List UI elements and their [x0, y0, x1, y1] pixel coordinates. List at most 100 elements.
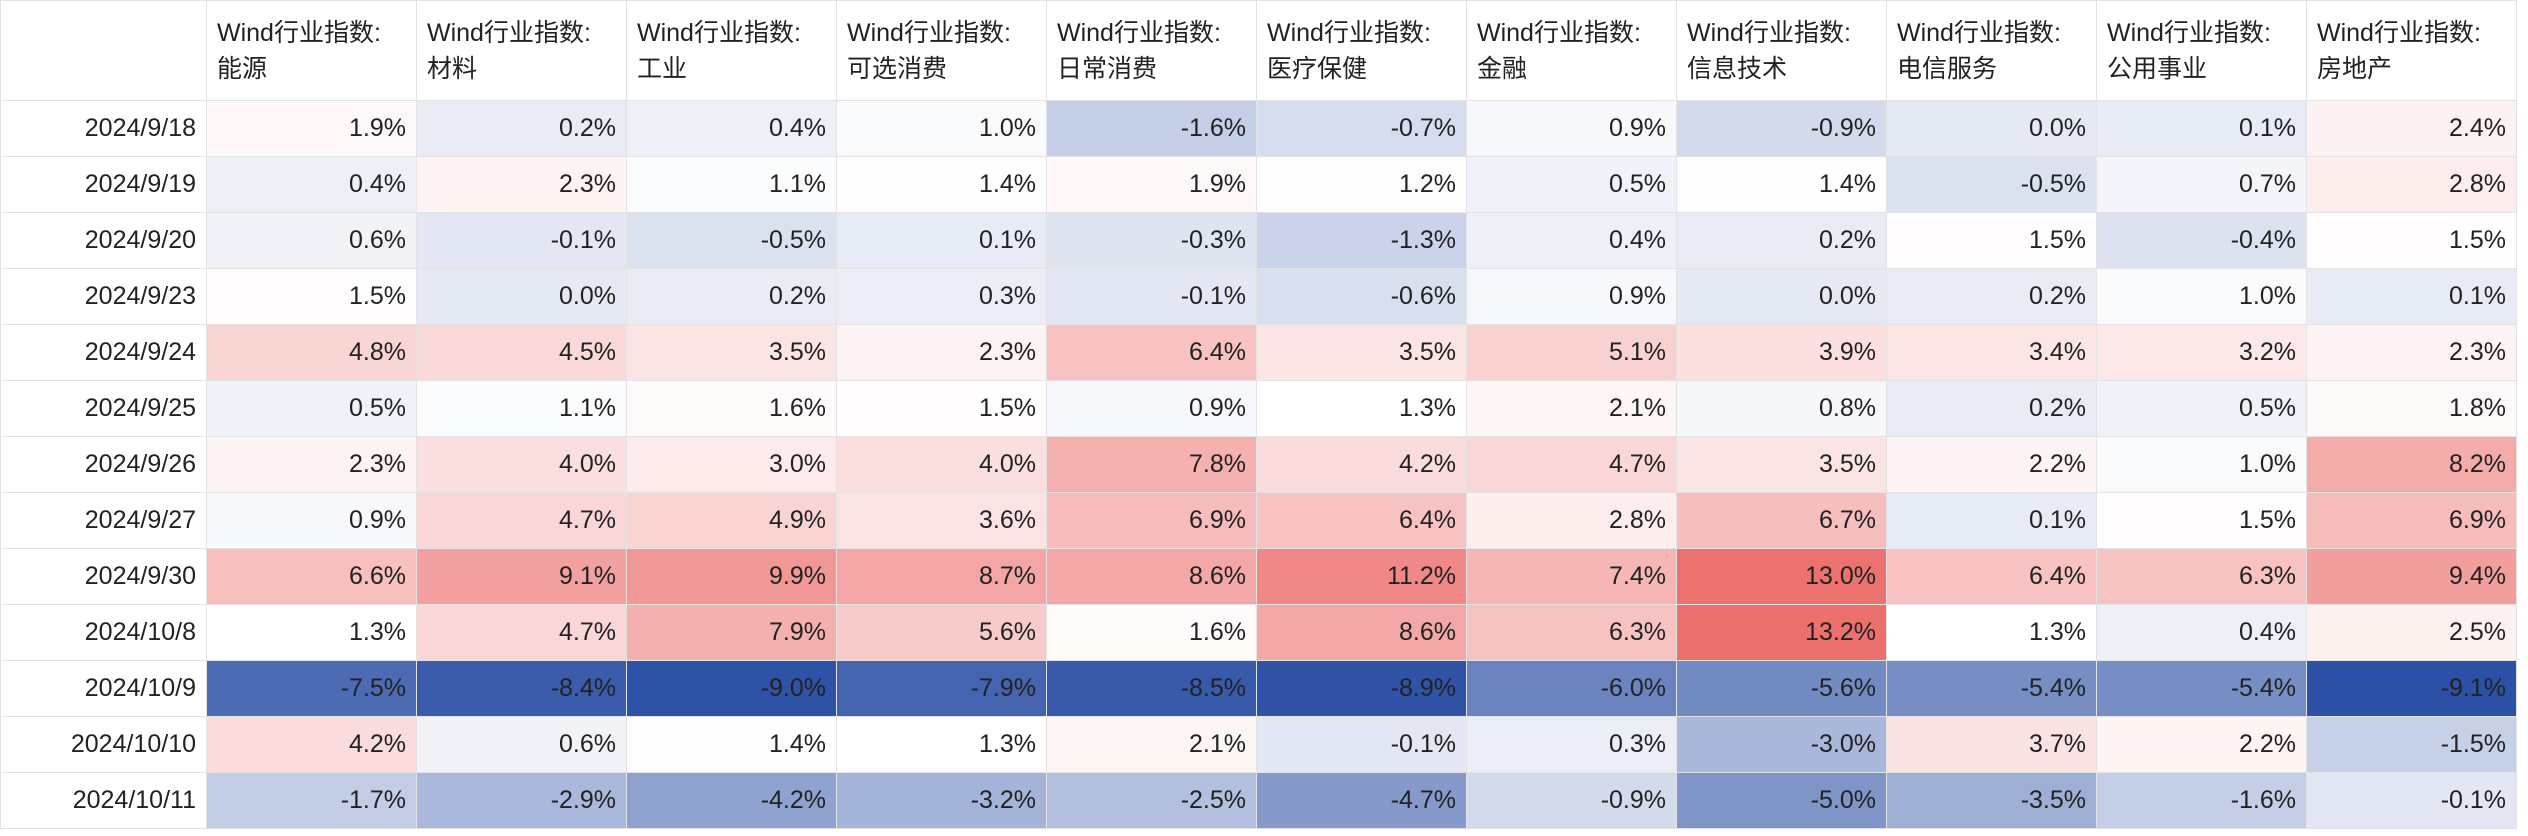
data-row: 2024/10/9 -7.5% -8.4% -9.0% -7.9% -8.5% -8.9% -… — [0, 660, 2517, 717]
value-cell: 0.6% — [206, 212, 417, 269]
value-cell: 7.9% — [626, 604, 837, 661]
value-cell: 4.8% — [206, 324, 417, 381]
value-cell: 0.3% — [1466, 716, 1677, 773]
value-cell: -0.4% — [2096, 212, 2307, 269]
value-cell: -9.1% — [2306, 660, 2517, 717]
value-cell: -1.3% — [1256, 212, 1467, 269]
value-cell: 0.9% — [206, 492, 417, 549]
value-cell: -2.9% — [416, 772, 627, 829]
value-cell: 4.9% — [626, 492, 837, 549]
value-cell: -0.6% — [1256, 268, 1467, 325]
value-cell: 0.9% — [1046, 380, 1257, 437]
value-cell: 1.5% — [2096, 492, 2307, 549]
value-cell: -0.7% — [1256, 100, 1467, 157]
value-cell: 3.6% — [836, 492, 1047, 549]
data-row: 2024/9/25 0.5% 1.1% 1.6% 1.5% 0.9% 1.3% 2.1% 0.8… — [0, 380, 2517, 437]
value-cell: 2.1% — [1466, 380, 1677, 437]
data-row: 2024/9/30 6.6% 9.1% 9.9% 8.7% 8.6% 11.2% 7.4% 13… — [0, 548, 2517, 605]
row-date: 2024/9/18 — [0, 100, 207, 157]
value-cell: 2.1% — [1046, 716, 1257, 773]
value-cell: 9.9% — [626, 548, 837, 605]
value-cell: -7.5% — [206, 660, 417, 717]
value-cell: 0.5% — [206, 380, 417, 437]
value-cell: 2.5% — [2306, 604, 2517, 661]
value-cell: 4.7% — [1466, 436, 1677, 493]
value-cell: -3.0% — [1676, 716, 1887, 773]
value-cell: -0.9% — [1676, 100, 1887, 157]
value-cell: 2.3% — [2306, 324, 2517, 381]
value-cell: 0.8% — [1676, 380, 1887, 437]
value-cell: 0.2% — [626, 268, 837, 325]
column-header: Wind行业指数: 可选消费 — [836, 0, 1047, 101]
value-cell: 11.2% — [1256, 548, 1467, 605]
value-cell: 5.1% — [1466, 324, 1677, 381]
value-cell: 2.4% — [2306, 100, 2517, 157]
value-cell: -5.4% — [2096, 660, 2307, 717]
value-cell: 0.4% — [2096, 604, 2307, 661]
row-date: 2024/10/11 — [0, 772, 207, 829]
value-cell: 4.0% — [416, 436, 627, 493]
value-cell: -0.5% — [626, 212, 837, 269]
value-cell: 4.7% — [416, 492, 627, 549]
value-cell: -0.9% — [1466, 772, 1677, 829]
value-cell: -9.0% — [626, 660, 837, 717]
value-cell: 6.6% — [206, 548, 417, 605]
column-header: Wind行业指数: 公用事业 — [2096, 0, 2307, 101]
value-cell: 8.2% — [2306, 436, 2517, 493]
column-header: Wind行业指数: 日常消费 — [1046, 0, 1257, 101]
value-cell: -5.6% — [1676, 660, 1887, 717]
value-cell: 1.3% — [206, 604, 417, 661]
value-cell: 6.3% — [1466, 604, 1677, 661]
value-cell: 0.9% — [1466, 268, 1677, 325]
value-cell: 0.6% — [416, 716, 627, 773]
value-cell: 4.7% — [416, 604, 627, 661]
value-cell: 4.5% — [416, 324, 627, 381]
value-cell: -0.5% — [1886, 156, 2097, 213]
value-cell: 0.1% — [836, 212, 1047, 269]
value-cell: 6.9% — [1046, 492, 1257, 549]
value-cell: 4.2% — [206, 716, 417, 773]
value-cell: 3.5% — [1676, 436, 1887, 493]
value-cell: -0.1% — [2306, 772, 2517, 829]
value-cell: -7.9% — [836, 660, 1047, 717]
value-cell: 9.4% — [2306, 548, 2517, 605]
value-cell: 1.4% — [626, 716, 837, 773]
value-cell: 0.0% — [416, 268, 627, 325]
data-row: 2024/9/19 0.4% 2.3% 1.1% 1.4% 1.9% 1.2% 0.5% 1.4… — [0, 156, 2517, 213]
data-row: 2024/9/27 0.9% 4.7% 4.9% 3.6% 6.9% 6.4% 2.8% 6.7… — [0, 492, 2517, 549]
value-cell: -1.7% — [206, 772, 417, 829]
row-date: 2024/9/19 — [0, 156, 207, 213]
value-cell: 1.2% — [1256, 156, 1467, 213]
value-cell: 6.4% — [1046, 324, 1257, 381]
column-header: Wind行业指数: 医疗保健 — [1256, 0, 1467, 101]
value-cell: -4.7% — [1256, 772, 1467, 829]
value-cell: 0.2% — [1886, 380, 2097, 437]
value-cell: 9.1% — [416, 548, 627, 605]
value-cell: 1.3% — [1886, 604, 2097, 661]
value-cell: 2.8% — [1466, 492, 1677, 549]
value-cell: -8.5% — [1046, 660, 1257, 717]
value-cell: 1.9% — [1046, 156, 1257, 213]
value-cell: 5.6% — [836, 604, 1047, 661]
value-cell: -0.1% — [416, 212, 627, 269]
header-row: Wind行业指数: 能源 Wind行业指数: 材料 Wind行业指数: 工业 Wind… — [0, 0, 2517, 101]
value-cell: -8.9% — [1256, 660, 1467, 717]
row-date: 2024/9/25 — [0, 380, 207, 437]
data-row: 2024/10/10 4.2% 0.6% 1.4% 1.3% 2.1% -0.1% 0.3% -… — [0, 716, 2517, 773]
column-header: Wind行业指数: 金融 — [1466, 0, 1677, 101]
value-cell: 7.4% — [1466, 548, 1677, 605]
row-date: 2024/9/26 — [0, 436, 207, 493]
column-header: Wind行业指数: 材料 — [416, 0, 627, 101]
value-cell: -1.6% — [2096, 772, 2307, 829]
value-cell: 1.6% — [626, 380, 837, 437]
value-cell: 3.2% — [2096, 324, 2307, 381]
value-cell: 0.1% — [2096, 100, 2307, 157]
value-cell: 0.5% — [2096, 380, 2307, 437]
value-cell: 0.5% — [1466, 156, 1677, 213]
value-cell: 0.2% — [1676, 212, 1887, 269]
value-cell: 7.8% — [1046, 436, 1257, 493]
value-cell: 2.3% — [206, 436, 417, 493]
value-cell: 2.3% — [836, 324, 1047, 381]
value-cell: 2.3% — [416, 156, 627, 213]
